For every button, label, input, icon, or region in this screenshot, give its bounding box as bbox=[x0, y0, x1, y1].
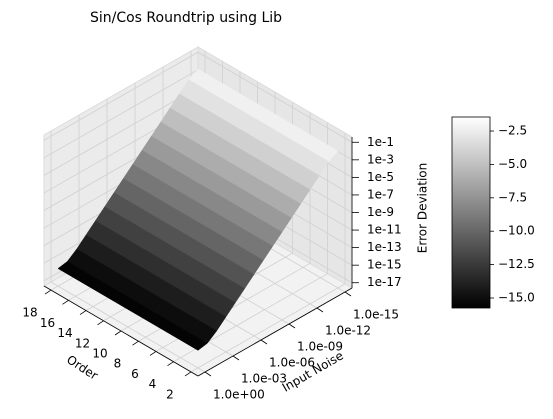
chart-title: Sin/Cos Roundtrip using Lib bbox=[90, 10, 282, 26]
grid-line bbox=[43, 87, 199, 176]
z-tick-label: 1e-9 bbox=[367, 205, 394, 219]
z-tick-label: 1e-11 bbox=[367, 223, 402, 237]
tick-mark bbox=[44, 289, 52, 295]
grid-line bbox=[197, 51, 353, 143]
y-tick-label: 1.0e-12 bbox=[325, 324, 371, 338]
tick-mark bbox=[79, 310, 87, 315]
tick-mark bbox=[97, 320, 104, 326]
tick-mark bbox=[288, 323, 296, 329]
colorbar-tick-label: −15.0 bbox=[498, 290, 535, 304]
x-tick-label: 4 bbox=[149, 377, 157, 391]
axis-line bbox=[43, 285, 199, 377]
grid-line bbox=[50, 281, 206, 373]
tick-mark bbox=[149, 351, 157, 356]
z-tick-label: 1e-7 bbox=[367, 187, 394, 201]
x-tick-label: 14 bbox=[57, 326, 72, 340]
y-tick-label: 1.0e-15 bbox=[353, 308, 399, 322]
tick-mark bbox=[232, 355, 240, 361]
grid-line bbox=[43, 51, 199, 141]
tick-mark bbox=[62, 299, 69, 305]
x-tick-label: 2 bbox=[166, 387, 174, 401]
z-tick-label: 1e-15 bbox=[367, 258, 402, 272]
tick-mark bbox=[344, 291, 352, 297]
z-axis-label: Error Deviation bbox=[416, 163, 430, 253]
y-tick-label: 1.0e-06 bbox=[269, 356, 315, 370]
x-tick-label: 16 bbox=[40, 316, 55, 330]
x-tick-label: 8 bbox=[114, 357, 122, 371]
x-tick-label: 18 bbox=[22, 306, 37, 320]
tick-mark bbox=[184, 371, 192, 377]
z-tick-label: 1e-3 bbox=[367, 152, 394, 166]
y-tick-label: 1.0e-09 bbox=[297, 340, 343, 354]
x-tick-label: 12 bbox=[75, 336, 90, 350]
tick-mark bbox=[167, 361, 174, 367]
z-tick-label: 1e-1 bbox=[367, 135, 394, 149]
colorbar-tick-label: −12.5 bbox=[498, 257, 535, 271]
grid-line bbox=[43, 69, 199, 159]
z-tick-label: 1e-17 bbox=[367, 275, 402, 289]
y-tick-label: 1.0e-03 bbox=[241, 372, 287, 386]
z-tick-label: 1e-13 bbox=[367, 240, 402, 254]
y-tick-label: 1.0e+00 bbox=[213, 388, 265, 402]
tick-mark bbox=[132, 340, 139, 346]
axis-line bbox=[197, 287, 353, 377]
x-tick-label: 10 bbox=[92, 347, 107, 361]
grid-line bbox=[190, 283, 346, 373]
colorbar bbox=[451, 116, 491, 309]
colorbar-tick-label: −5.0 bbox=[498, 157, 527, 171]
colorbar-tick-label: −2.5 bbox=[498, 124, 527, 138]
z-tick-label: 1e-5 bbox=[367, 170, 394, 184]
tick-mark bbox=[260, 339, 268, 345]
tick-mark bbox=[114, 330, 122, 336]
colorbar-tick-label: −7.5 bbox=[498, 190, 527, 204]
x-tick-label: 6 bbox=[131, 367, 139, 381]
colorbar-tick-label: −10.0 bbox=[498, 224, 535, 238]
tick-mark bbox=[316, 307, 324, 313]
tick-mark bbox=[204, 371, 212, 377]
surface-patch bbox=[180, 332, 208, 351]
